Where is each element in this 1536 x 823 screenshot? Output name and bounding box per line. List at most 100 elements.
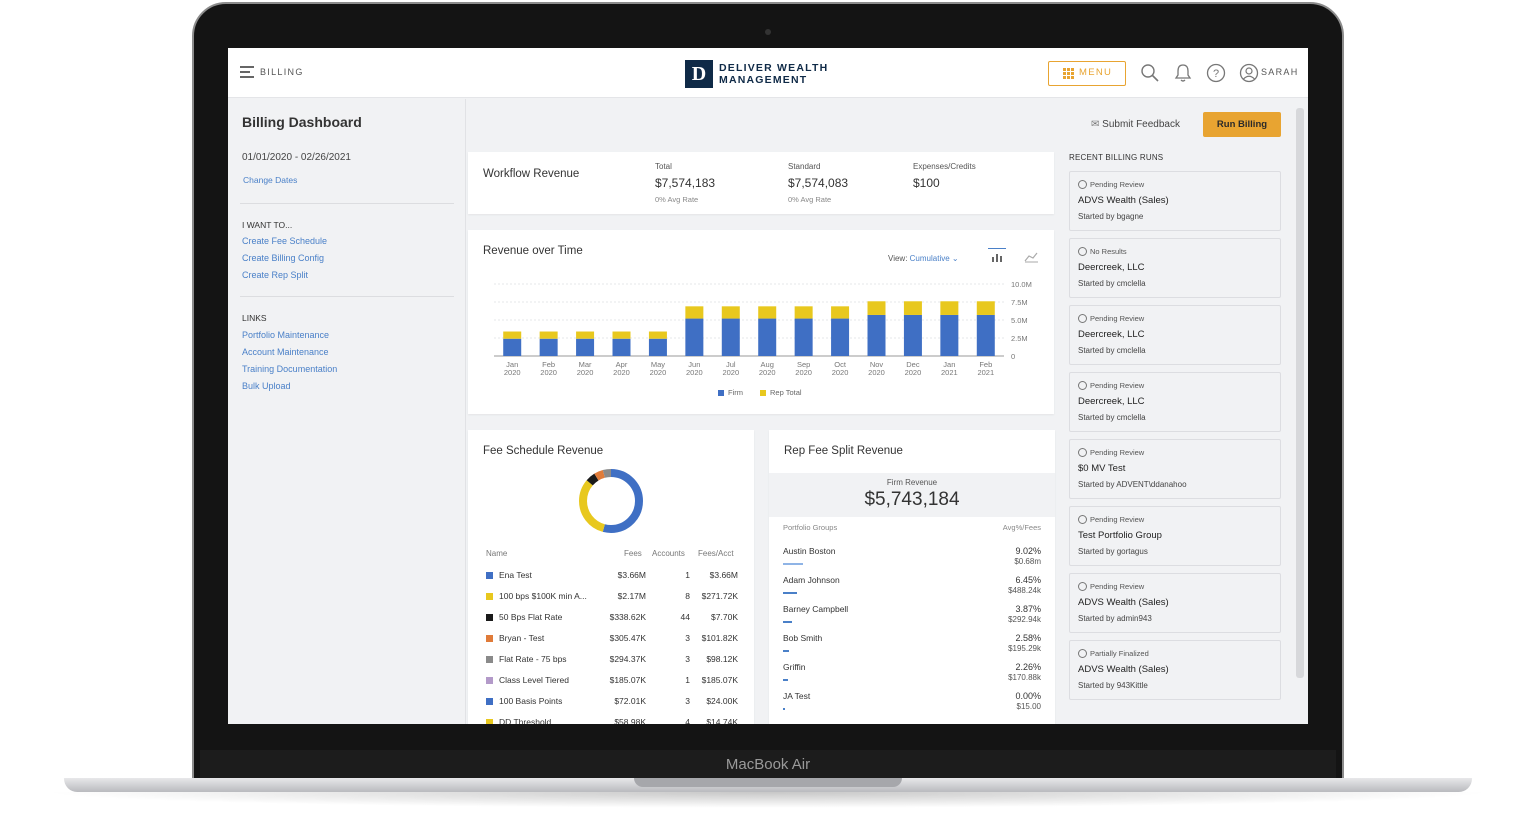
- bar-chart-toggle-icon[interactable]: [988, 248, 1006, 264]
- status-circle-icon: [1078, 180, 1087, 189]
- create-rep-split-link[interactable]: Create Rep Split: [242, 270, 309, 280]
- fee-table-row[interactable]: Ena Test $3.66M 1 $3.66M: [486, 570, 738, 584]
- fee-per-account: $7.70K: [711, 612, 738, 622]
- fee-per-account: $14.74K: [706, 717, 738, 724]
- x-tick-month: Jul: [726, 360, 736, 369]
- bar-firm: [794, 318, 813, 356]
- rep-share-bar: [783, 650, 789, 652]
- stat-sub: 0% Avg Rate: [788, 195, 832, 204]
- hamburger-icon[interactable]: [240, 66, 254, 78]
- rep-table-row[interactable]: JA Test 0.00% $15.00: [783, 691, 1041, 720]
- fee-amount: $3.66M: [617, 570, 646, 580]
- rep-amount: $488.24k: [1008, 586, 1041, 595]
- fee-table-row[interactable]: DD Threshold $58.98K 4 $14.74K: [486, 717, 738, 724]
- user-icon[interactable]: [1239, 63, 1259, 83]
- x-tick-month: Aug: [761, 360, 774, 369]
- col-fees: Fees: [624, 549, 642, 558]
- logo-line-1: DELIVER WEALTH: [719, 62, 829, 74]
- workflow-revenue-title: Workflow Revenue: [483, 168, 580, 180]
- run-billing-button[interactable]: Run Billing: [1203, 112, 1281, 137]
- rep-table-row[interactable]: Adam Johnson 6.45% $488.24k: [783, 575, 1041, 604]
- x-tick-month: Feb: [542, 360, 555, 369]
- bar-firm: [721, 318, 740, 356]
- run-started-by: Started by admin943: [1078, 614, 1152, 623]
- rep-table-row[interactable]: Bob Smith 2.58% $195.29k: [783, 633, 1041, 662]
- bar-firm: [940, 314, 959, 356]
- billing-run-card[interactable]: Pending Review ADVS Wealth (Sales) Started…: [1069, 171, 1281, 231]
- stat-label: Standard: [788, 162, 821, 171]
- create-billing-config-link[interactable]: Create Billing Config: [242, 253, 325, 263]
- x-tick-month: Oct: [834, 360, 847, 369]
- search-icon[interactable]: [1140, 63, 1160, 83]
- rep-percent: 2.26%: [1015, 662, 1041, 672]
- menu-button[interactable]: MENU: [1048, 61, 1126, 86]
- fee-per-account: $98.12K: [706, 654, 738, 664]
- x-tick-year: 2020: [795, 368, 812, 377]
- help-icon[interactable]: ?: [1206, 63, 1226, 83]
- billing-run-card[interactable]: Pending Review Test Portfolio Group Starte…: [1069, 506, 1281, 566]
- x-tick-year: 2021: [977, 368, 994, 377]
- user-name[interactable]: SARAH: [1261, 67, 1299, 77]
- col-avg-fees: Avg%/Fees: [1002, 523, 1041, 532]
- scrollbar[interactable]: [1296, 108, 1304, 678]
- fee-accounts: 3: [685, 633, 690, 643]
- portfolio-maintenance-link[interactable]: Portfolio Maintenance: [242, 330, 330, 340]
- billing-run-card[interactable]: Partially Finalized ADVS Wealth (Sales) St…: [1069, 640, 1281, 700]
- x-tick-year: 2020: [722, 368, 739, 377]
- create-fee-schedule-link[interactable]: Create Fee Schedule: [242, 236, 328, 246]
- fee-table-row[interactable]: 100 Basis Points $72.01K 3 $24.00K: [486, 696, 738, 710]
- rep-table-row[interactable]: Austin Boston 9.02% $0.68m: [783, 546, 1041, 575]
- bell-icon[interactable]: [1173, 63, 1193, 83]
- billing-run-card[interactable]: Pending Review Deercreek, LLC Started by c…: [1069, 305, 1281, 365]
- bar-rep-total: [976, 301, 995, 315]
- run-status: Pending Review: [1090, 314, 1145, 323]
- logo-text: DELIVER WEALTH MANAGEMENT: [719, 62, 828, 86]
- fee-name: Class Level Tiered: [499, 675, 569, 685]
- rep-name: Griffin: [783, 662, 806, 672]
- account-maintenance-link[interactable]: Account Maintenance: [242, 347, 329, 357]
- fee-table-row[interactable]: Bryan - Test $305.47K 3 $101.82K: [486, 633, 738, 647]
- section-label[interactable]: BILLING: [260, 67, 304, 77]
- billing-run-card[interactable]: No Results Deercreek, LLC Started by cmcle…: [1069, 238, 1281, 298]
- x-tick-month: May: [651, 360, 665, 369]
- run-name: Deercreek, LLC: [1078, 329, 1145, 340]
- rep-table-row[interactable]: Griffin 2.26% $170.88k: [783, 662, 1041, 691]
- fee-table-row[interactable]: 50 Bps Flat Rate $338.62K 44 $7.70K: [486, 612, 738, 626]
- fee-table-row[interactable]: Flat Rate - 75 bps $294.37K 3 $98.12K: [486, 654, 738, 668]
- fee-amount: $2.17M: [617, 591, 646, 601]
- billing-run-card[interactable]: Pending Review Deercreek, LLC Started by c…: [1069, 372, 1281, 432]
- x-tick-month: Nov: [870, 360, 884, 369]
- bar-firm: [539, 338, 558, 356]
- fee-table-row[interactable]: 100 bps $100K min A... $2.17M 8 $271.72K: [486, 591, 738, 605]
- x-tick-year: 2021: [941, 368, 958, 377]
- bar-firm: [503, 338, 522, 356]
- fee-accounts: 4: [685, 717, 690, 724]
- billing-run-card[interactable]: Pending Review ADVS Wealth (Sales) Started…: [1069, 573, 1281, 633]
- run-status: Pending Review: [1090, 180, 1145, 189]
- bulk-upload-link[interactable]: Bulk Upload: [242, 381, 291, 391]
- x-tick-year: 2020: [686, 368, 703, 377]
- line-chart-toggle-icon[interactable]: [1022, 248, 1040, 264]
- bar-firm: [576, 338, 595, 356]
- training-documentation-link[interactable]: Training Documentation: [242, 364, 338, 374]
- submit-feedback-link[interactable]: ✉ Submit Feedback: [1091, 119, 1180, 130]
- run-name: ADVS Wealth (Sales): [1078, 597, 1169, 608]
- rep-percent: 3.87%: [1015, 604, 1041, 614]
- rep-split-card: Rep Fee Split Revenue Firm Revenue $5,74…: [769, 430, 1055, 724]
- fee-table-row[interactable]: Class Level Tiered $185.07K 1 $185.07K: [486, 675, 738, 689]
- chevron-down-icon: ⌄: [951, 254, 959, 263]
- change-dates-link[interactable]: Change Dates: [243, 175, 298, 185]
- rep-table-row[interactable]: Barney Campbell 3.87% $292.94k: [783, 604, 1041, 633]
- fee-name: Flat Rate - 75 bps: [499, 654, 567, 664]
- billing-run-card[interactable]: Pending Review $0 MV Test Started by ADVEN…: [1069, 439, 1281, 499]
- bar-rep-total: [940, 301, 959, 315]
- x-tick-year: 2020: [613, 368, 630, 377]
- view-dropdown[interactable]: View: Cumulative ⌄: [888, 254, 959, 263]
- y-tick-label: 5.0M: [1011, 316, 1028, 325]
- y-tick-label: 2.5M: [1011, 334, 1028, 343]
- revenue-over-time-title: Revenue over Time: [483, 245, 583, 257]
- col-accounts: Accounts: [652, 549, 685, 558]
- x-tick-year: 2020: [905, 368, 922, 377]
- x-tick-year: 2020: [759, 368, 776, 377]
- run-started-by: Started by ADVENT\ddanahoo: [1078, 480, 1187, 489]
